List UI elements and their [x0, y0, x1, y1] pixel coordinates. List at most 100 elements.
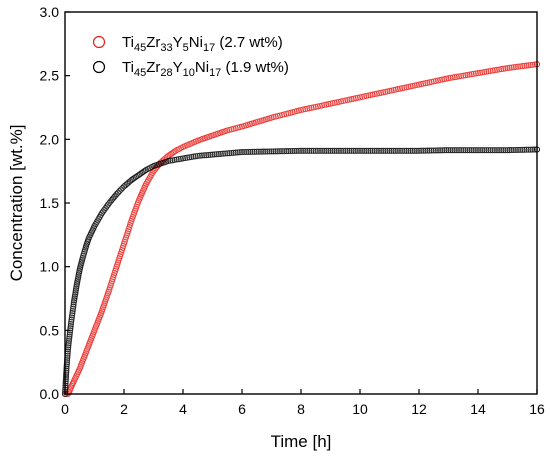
- data-point: [300, 147, 307, 154]
- y-tick-label: 0.0: [40, 386, 60, 402]
- series-s1: [61, 61, 541, 398]
- data-point: [236, 149, 243, 156]
- data-point: [327, 147, 334, 154]
- data-point: [215, 151, 222, 158]
- x-tick-label: 2: [120, 401, 128, 417]
- x-tick-label: 16: [529, 401, 545, 417]
- data-point: [363, 147, 370, 154]
- x-tick-label: 0: [61, 401, 69, 417]
- data-point: [445, 147, 452, 154]
- data-point: [367, 147, 374, 154]
- legend-subscript: 45: [134, 42, 146, 54]
- data-point: [508, 64, 515, 71]
- legend-subscript: 10: [183, 67, 195, 79]
- data-point: [502, 147, 509, 154]
- data-point: [430, 147, 437, 154]
- data-point: [493, 147, 501, 154]
- data-point: [69, 310, 76, 317]
- legend-subscript: 5: [183, 42, 189, 54]
- data-point: [354, 147, 361, 154]
- data-point: [66, 333, 73, 340]
- data-point: [262, 148, 269, 155]
- data-point: [62, 373, 70, 381]
- data-point: [479, 147, 486, 154]
- data-point: [287, 147, 294, 155]
- data-point: [335, 147, 342, 154]
- data-point: [194, 152, 201, 159]
- data-point: [67, 320, 74, 328]
- data-point: [207, 151, 214, 158]
- legend-text-part: Zr: [146, 59, 160, 76]
- data-point: [62, 376, 69, 383]
- data-point: [251, 148, 258, 155]
- data-point: [399, 85, 406, 92]
- data-point: [293, 147, 300, 154]
- legend-text-part: Ti: [122, 59, 134, 76]
- data-point: [226, 150, 233, 157]
- data-point: [529, 61, 536, 68]
- series-s2: [61, 146, 541, 398]
- data-point: [388, 147, 395, 154]
- data-point: [407, 147, 414, 154]
- data-point: [117, 186, 125, 193]
- data-point: [382, 147, 389, 154]
- data-point: [527, 61, 534, 69]
- data-point: [386, 147, 393, 154]
- data-point: [217, 150, 224, 157]
- data-point: [487, 147, 494, 154]
- data-point: [276, 148, 283, 155]
- data-point: [65, 340, 72, 347]
- data-point: [247, 148, 254, 155]
- data-point: [190, 153, 197, 160]
- data-point: [255, 148, 262, 155]
- data-point: [474, 147, 482, 154]
- data-point: [241, 148, 248, 156]
- data-point: [437, 147, 444, 154]
- legend-subscript: 33: [160, 42, 172, 54]
- data-point: [68, 314, 75, 321]
- data-point: [264, 148, 271, 155]
- legend-subscript: 28: [160, 67, 172, 79]
- data-point: [192, 153, 199, 160]
- data-point: [68, 318, 75, 325]
- data-point: [498, 66, 505, 73]
- data-point: [304, 147, 311, 154]
- data-point: [281, 148, 288, 155]
- data-point: [491, 147, 498, 154]
- data-point: [462, 147, 469, 154]
- data-point: [234, 149, 241, 156]
- data-point: [291, 147, 298, 154]
- data-point: [198, 152, 206, 159]
- data-point: [359, 147, 366, 154]
- data-point: [468, 147, 475, 154]
- data-point: [348, 147, 355, 154]
- data-point: [167, 157, 174, 164]
- data-point: [63, 363, 70, 370]
- data-point: [371, 147, 378, 154]
- data-point: [329, 147, 336, 154]
- y-tick-label: 3.0: [40, 4, 60, 20]
- data-point: [466, 147, 473, 154]
- data-point: [333, 147, 340, 154]
- data-point: [297, 147, 305, 154]
- data-point: [316, 147, 324, 154]
- data-point: [132, 173, 139, 181]
- data-point: [314, 147, 321, 154]
- data-point: [460, 147, 467, 154]
- data-point: [65, 342, 72, 349]
- data-point: [323, 147, 330, 154]
- data-point: [512, 146, 519, 154]
- data-point: [203, 152, 210, 159]
- data-point: [487, 67, 494, 74]
- data-point: [418, 147, 425, 154]
- data-point: [68, 316, 75, 323]
- data-point: [434, 147, 442, 154]
- data-point: [411, 147, 418, 154]
- legend-text-part: Y: [173, 34, 183, 51]
- legend-text-part: (2.7 wt%): [215, 34, 283, 51]
- data-point: [483, 147, 490, 154]
- data-point: [310, 104, 317, 111]
- x-tick-label: 4: [179, 401, 187, 417]
- data-point: [428, 147, 435, 154]
- data-point: [253, 148, 260, 155]
